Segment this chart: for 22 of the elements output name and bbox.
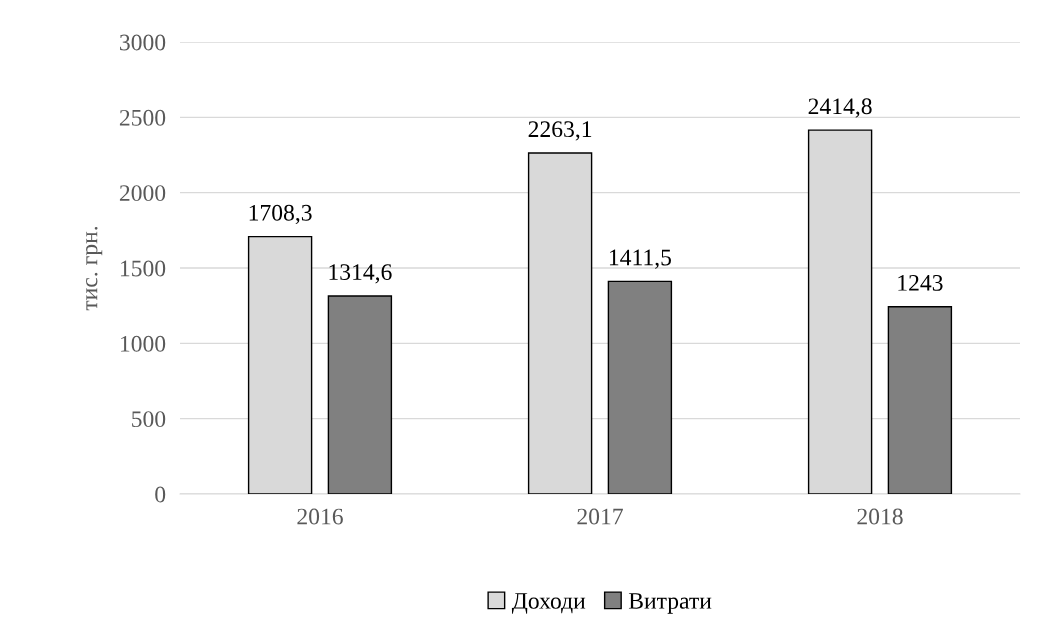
- y-tick-label: 0: [155, 486, 166, 503]
- y-tick-label: 2000: [119, 185, 166, 202]
- data-label: 2414,8: [808, 98, 872, 118]
- y-tick-label: 1500: [120, 260, 166, 277]
- x-tick-label: 2018: [857, 508, 903, 525]
- y-tick-label: 2500: [119, 109, 166, 126]
- data-label: 1411,5: [609, 249, 671, 269]
- x-tick-label: 2016: [297, 508, 343, 525]
- x-tick-label: 2017: [577, 508, 623, 525]
- y-axis-title: тис. грн.: [86, 226, 103, 311]
- data-label: 1314,6: [329, 264, 392, 284]
- data-label: 2263,1: [528, 121, 592, 141]
- legend-label: Доходи: [511, 593, 586, 614]
- y-tick-label: 500: [132, 411, 166, 428]
- data-label: 1708,3: [249, 204, 312, 225]
- bar: [607, 280, 673, 494]
- bar: [887, 306, 953, 494]
- data-label: 1243: [898, 274, 943, 291]
- y-tick-label: 3000: [120, 34, 166, 51]
- y-tick-label: 1000: [120, 335, 166, 352]
- bar: [327, 295, 393, 494]
- legend-label: Витрати: [628, 593, 712, 614]
